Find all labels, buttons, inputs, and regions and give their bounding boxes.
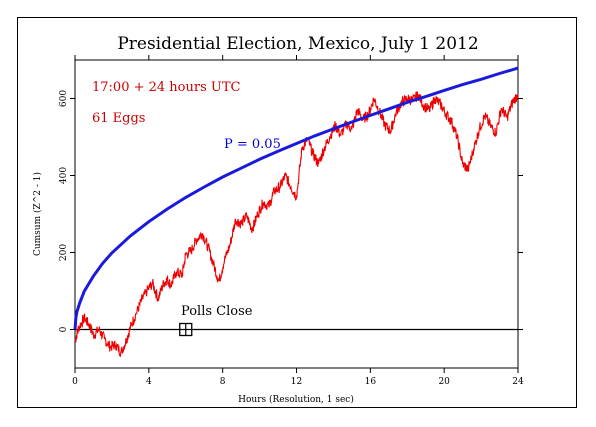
p005-envelope-line <box>73 66 519 330</box>
plot-area-frame <box>74 59 519 369</box>
y-tick-label: 200 <box>59 244 69 261</box>
x-tick-label: 12 <box>291 377 302 387</box>
p-value-label: P = 0.05 <box>224 137 281 152</box>
y-tick-label: 0 <box>59 326 69 332</box>
outer-frame <box>17 17 577 408</box>
x-tick-label: 20 <box>438 377 450 387</box>
chart-title: Presidential Election, Mexico, July 1 20… <box>117 34 478 54</box>
y-tick-label: 600 <box>59 90 69 107</box>
polls-close-marker <box>179 322 193 337</box>
egg-count-label: 61 Eggs <box>92 111 145 126</box>
x-axis-label: Hours (Resolution, 1 sec) <box>238 394 354 405</box>
x-tick-label: 4 <box>146 377 152 387</box>
polls-close-label: Polls Close <box>181 304 253 319</box>
y-tick-label: 400 <box>59 167 69 184</box>
x-tick-label: 8 <box>220 377 226 387</box>
x-axis: 0 4 8 12 16 20 24 <box>72 55 524 387</box>
time-window-label: 17:00 + 24 hours UTC <box>92 80 241 95</box>
x-tick-label: 0 <box>72 377 78 387</box>
cumsum-line <box>74 91 519 357</box>
x-tick-label: 16 <box>365 377 377 387</box>
y-axis-label: Cumsum (Z^2 - 1) <box>32 172 43 256</box>
y-axis: 0 200 400 600 <box>59 90 523 332</box>
x-tick-label: 24 <box>512 377 524 387</box>
